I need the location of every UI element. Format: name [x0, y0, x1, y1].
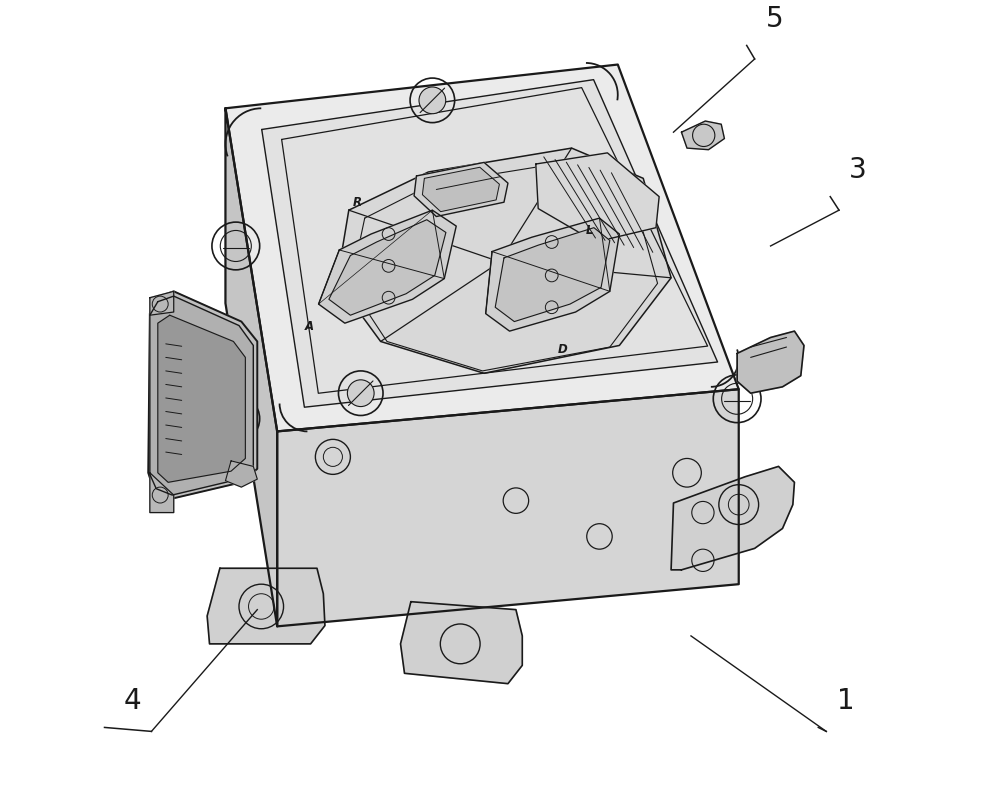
Text: 5: 5	[766, 5, 783, 33]
Circle shape	[419, 87, 446, 114]
Polygon shape	[207, 568, 325, 644]
Polygon shape	[225, 65, 739, 432]
Polygon shape	[225, 108, 277, 626]
Polygon shape	[536, 153, 659, 242]
Text: 3: 3	[849, 156, 867, 184]
Circle shape	[347, 380, 374, 407]
Polygon shape	[737, 331, 804, 393]
Polygon shape	[262, 80, 718, 408]
Text: A: A	[305, 320, 314, 332]
Polygon shape	[148, 291, 257, 498]
Polygon shape	[225, 461, 257, 487]
Text: D: D	[557, 344, 567, 357]
Text: L: L	[586, 224, 593, 237]
Polygon shape	[681, 121, 724, 149]
Polygon shape	[495, 228, 610, 321]
Polygon shape	[422, 167, 499, 211]
Polygon shape	[671, 466, 794, 570]
Polygon shape	[150, 291, 174, 316]
Polygon shape	[277, 389, 739, 626]
Text: R: R	[353, 196, 362, 209]
Polygon shape	[414, 162, 508, 216]
Polygon shape	[150, 473, 174, 512]
Polygon shape	[486, 218, 619, 331]
Polygon shape	[401, 602, 522, 684]
Polygon shape	[150, 296, 253, 495]
Polygon shape	[337, 148, 671, 374]
Polygon shape	[319, 210, 456, 323]
Polygon shape	[329, 220, 446, 316]
Text: 1: 1	[837, 687, 855, 715]
Text: 4: 4	[124, 687, 141, 715]
Polygon shape	[158, 316, 245, 483]
